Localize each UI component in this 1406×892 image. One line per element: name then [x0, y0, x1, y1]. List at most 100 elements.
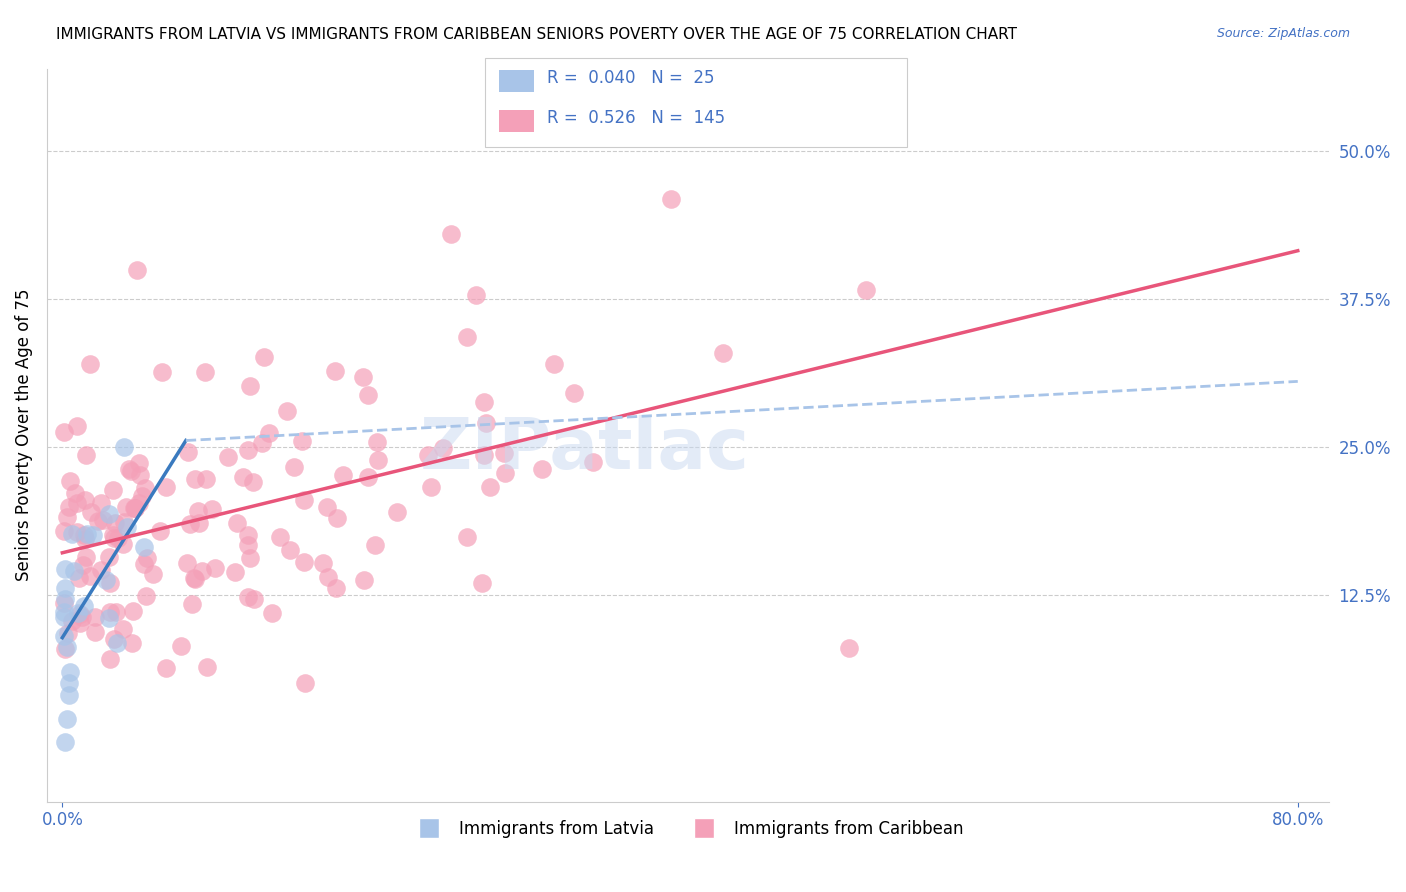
Point	[79, 357, 101, 371]
Point	[131, 489, 153, 503]
Point	[195, 660, 218, 674]
Point	[149, 524, 172, 539]
Point	[58, 500, 80, 515]
Point	[105, 635, 128, 649]
Point	[60, 526, 83, 541]
Point	[180, 598, 202, 612]
Point	[98, 652, 121, 666]
Point	[183, 571, 205, 585]
Point	[353, 574, 375, 588]
Point	[66, 606, 89, 620]
Point	[659, 192, 682, 206]
Point	[224, 565, 246, 579]
Point	[236, 443, 259, 458]
Point	[316, 570, 339, 584]
Point	[292, 492, 315, 507]
Point	[440, 227, 463, 241]
Point	[76, 527, 98, 541]
Point	[456, 530, 478, 544]
Point	[80, 505, 103, 519]
Point	[456, 329, 478, 343]
Point	[55, 641, 77, 656]
Text: R =  0.040   N =  25: R = 0.040 N = 25	[547, 69, 714, 87]
Point	[75, 448, 97, 462]
Point	[193, 365, 215, 379]
Point	[69, 615, 91, 630]
Point	[294, 676, 316, 690]
Point	[432, 441, 454, 455]
Point	[217, 450, 239, 464]
Point	[75, 492, 97, 507]
Point	[543, 357, 565, 371]
Point	[316, 500, 339, 514]
Point	[332, 468, 354, 483]
Point	[104, 516, 127, 530]
Point	[128, 496, 150, 510]
Point	[65, 524, 87, 539]
Point	[243, 592, 266, 607]
Point	[204, 561, 226, 575]
Point	[53, 605, 76, 619]
Point	[385, 505, 408, 519]
Point	[62, 564, 84, 578]
Point	[194, 472, 217, 486]
Point	[475, 417, 498, 431]
Point	[59, 474, 82, 488]
Point	[838, 640, 860, 655]
Point	[52, 596, 75, 610]
Point	[82, 528, 104, 542]
Point	[66, 419, 89, 434]
Point	[70, 610, 93, 624]
Point	[364, 538, 387, 552]
Point	[325, 510, 347, 524]
Point	[366, 434, 388, 449]
Point	[67, 571, 90, 585]
Point	[419, 480, 441, 494]
Point	[471, 576, 494, 591]
Point	[103, 632, 125, 646]
Point	[98, 508, 121, 522]
Point	[90, 496, 112, 510]
Point	[530, 462, 553, 476]
Point	[53, 581, 76, 595]
Point	[242, 475, 264, 489]
Point	[562, 385, 585, 400]
Point	[103, 531, 125, 545]
Point	[53, 562, 76, 576]
Point	[352, 369, 374, 384]
Point	[478, 479, 501, 493]
Point	[278, 543, 301, 558]
Text: R =  0.526   N =  145: R = 0.526 N = 145	[547, 109, 725, 127]
Point	[56, 712, 79, 726]
Point	[120, 463, 142, 477]
Point	[84, 624, 107, 639]
Point	[66, 496, 89, 510]
Point	[128, 456, 150, 470]
Y-axis label: Seniors Poverty Over the Age of 75: Seniors Poverty Over the Age of 75	[15, 289, 32, 582]
Point	[152, 365, 174, 379]
Point	[58, 688, 80, 702]
Point	[128, 468, 150, 483]
Point	[170, 639, 193, 653]
Point	[79, 569, 101, 583]
Point	[357, 469, 380, 483]
Point	[101, 483, 124, 497]
Legend: Immigrants from Latvia, Immigrants from Caribbean: Immigrants from Latvia, Immigrants from …	[405, 814, 970, 845]
Point	[94, 573, 117, 587]
Point	[52, 425, 75, 440]
Point	[75, 550, 97, 565]
Point	[187, 504, 209, 518]
Point	[125, 263, 148, 277]
Point	[69, 607, 91, 621]
Point	[239, 550, 262, 565]
Text: Source: ZipAtlas.com: Source: ZipAtlas.com	[1216, 27, 1350, 40]
Point	[52, 609, 75, 624]
Point	[257, 425, 280, 440]
Point	[325, 364, 347, 378]
Point	[494, 466, 516, 480]
Point	[112, 622, 135, 636]
Point	[114, 440, 136, 454]
Point	[87, 514, 110, 528]
Point	[252, 435, 274, 450]
Point	[118, 462, 141, 476]
